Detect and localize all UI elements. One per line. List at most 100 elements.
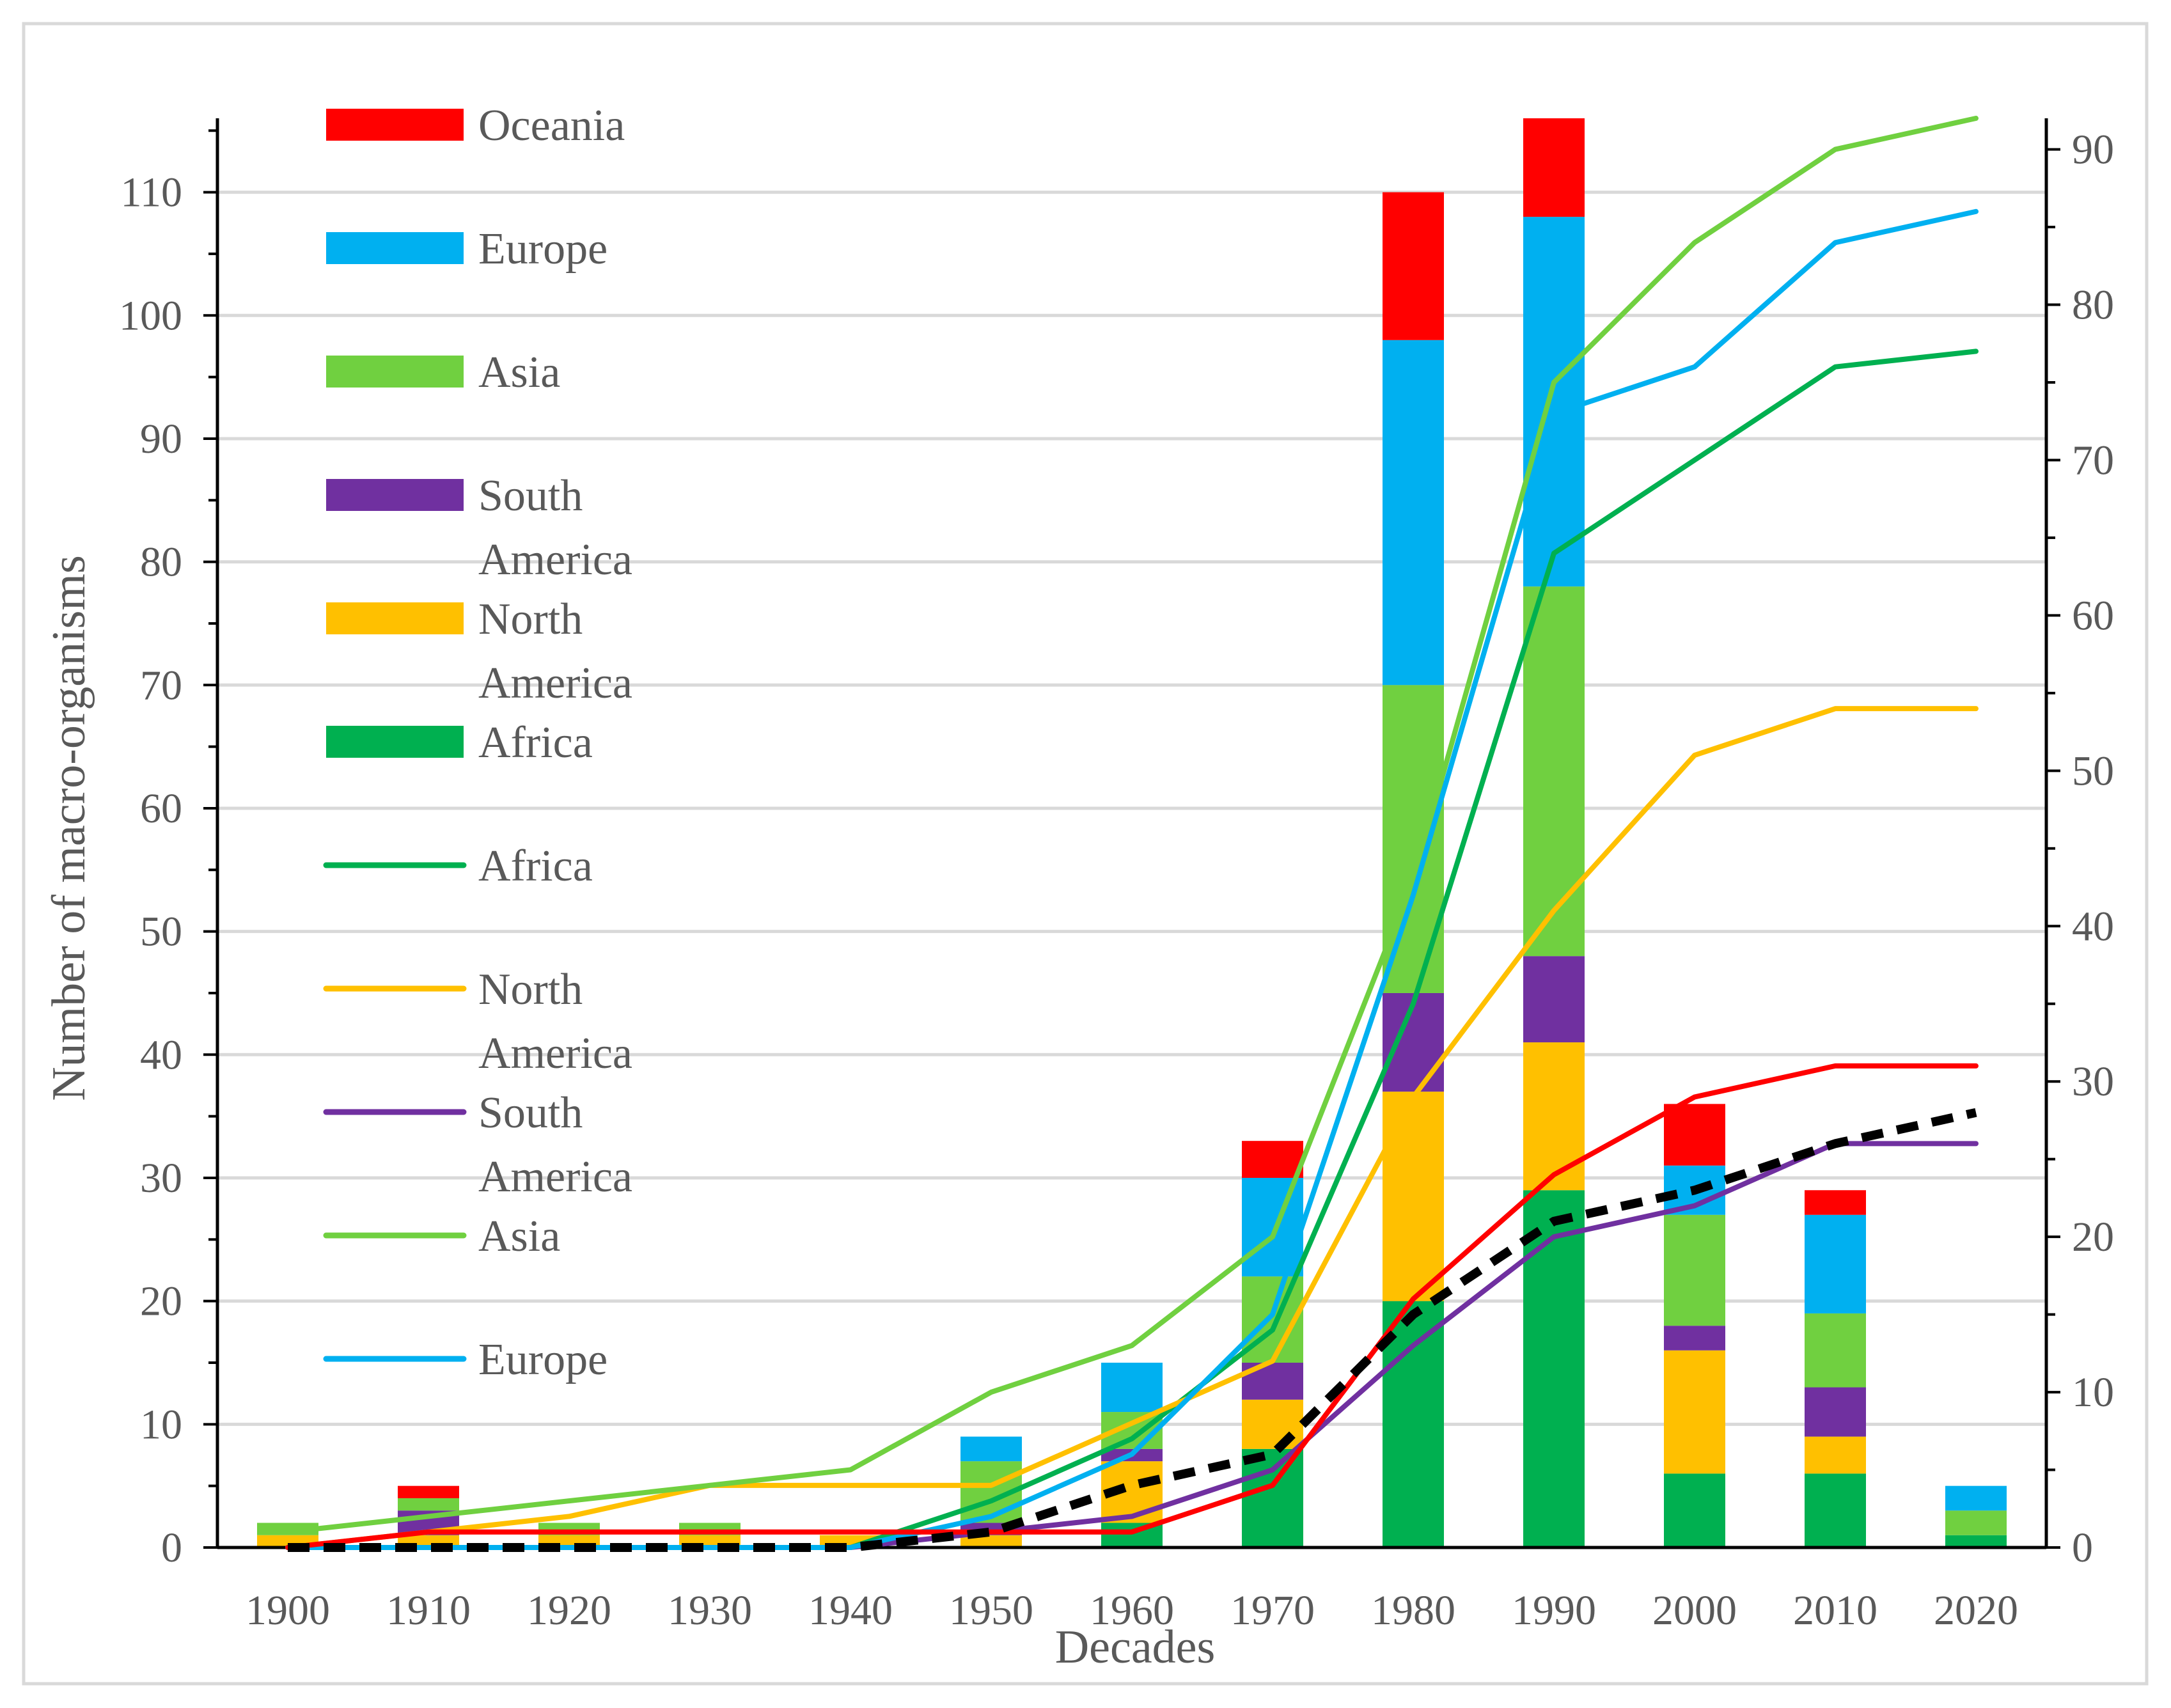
legend-swatch-bar-africa — [326, 726, 464, 758]
legend-label-bar-europe: Europe — [478, 224, 607, 274]
bar-2000-oceania — [1664, 1104, 1725, 1166]
bar-2010-oceania — [1805, 1190, 1866, 1215]
y-tick-label-left: 70 — [140, 662, 182, 709]
legend-label-line-south-america: America — [478, 1152, 632, 1202]
tick-labels: 0 10 20 30 40 50 60 70 80 90 100 110 0 10 20 30 40 50 60 70… — [119, 127, 2114, 1634]
bar-2020-africa — [1945, 1535, 2007, 1547]
bar-1980-oceania — [1383, 192, 1444, 340]
x-tick-label-1960: 1960 — [1090, 1587, 1174, 1634]
bar-1990-africa — [1523, 1190, 1585, 1547]
bar-1960-europe — [1101, 1362, 1163, 1413]
y-tick-label-left: 20 — [140, 1278, 182, 1325]
x-tick-label-1910: 1910 — [386, 1587, 471, 1634]
axes — [203, 118, 2060, 1549]
line-europe — [285, 208, 1979, 1550]
y-tick-label-left: 40 — [140, 1031, 182, 1078]
legend-label-bar-oceania: Oceania — [478, 101, 625, 150]
legend-label-line-north-america: America — [478, 1029, 632, 1078]
bar-1910-oceania — [398, 1485, 459, 1498]
bar-2000-africa — [1664, 1473, 1725, 1547]
chart-frame — [22, 22, 2149, 1686]
bar-1950-north-america — [960, 1535, 1022, 1547]
bar-1990-south-america — [1523, 956, 1585, 1043]
legend-swatch-bar-north-america — [326, 602, 464, 634]
line-asia — [285, 116, 1979, 1535]
y-tick-label-right: 50 — [2072, 748, 2114, 794]
bar-2000-south-america — [1664, 1326, 1725, 1351]
legend-swatch-bar-europe — [326, 232, 464, 264]
x-tick-label-2010: 2010 — [1793, 1587, 1877, 1634]
x-tick-label-1920: 1920 — [527, 1587, 611, 1634]
x-tick-label-1940: 1940 — [808, 1587, 893, 1634]
x-tick-label-1900: 1900 — [246, 1587, 330, 1634]
bar-2010-europe — [1805, 1214, 1866, 1313]
y-tick-label-right: 80 — [2072, 282, 2114, 329]
bar-series — [257, 118, 2007, 1547]
legend-swatch-bar-south-america — [326, 479, 464, 511]
bar-1990-north-america — [1523, 1042, 1585, 1191]
y-axis-title: Number of macro-organisms — [43, 555, 95, 1101]
legend-label-line-africa: Africa — [478, 842, 593, 891]
bar-1970-europe — [1242, 1177, 1303, 1277]
line-total — [288, 1108, 1977, 1552]
x-tick-label-2020: 2020 — [1934, 1587, 2018, 1634]
bar-1980-africa — [1383, 1301, 1444, 1547]
bar-2000-north-america — [1664, 1350, 1725, 1474]
x-tick-label-2000: 2000 — [1652, 1587, 1737, 1634]
legend-label-line-north-america: North — [478, 965, 583, 1014]
bar-2020-europe — [1945, 1485, 2007, 1511]
x-tick-label-1970: 1970 — [1230, 1587, 1315, 1634]
x-tick-label-1950: 1950 — [949, 1587, 1033, 1634]
y-tick-label-left: 90 — [140, 416, 182, 462]
y-tick-label-right: 0 — [2072, 1524, 2093, 1571]
bar-1970-africa — [1242, 1448, 1303, 1547]
y-tick-label-left: 80 — [140, 539, 182, 586]
y-tick-label-left: 60 — [140, 785, 182, 832]
bar-2000-asia — [1664, 1214, 1725, 1326]
bar-1990-oceania — [1523, 118, 1585, 217]
bar-1980-asia — [1383, 685, 1444, 993]
bar-1910-asia — [398, 1498, 459, 1511]
y-tick-label-left: 50 — [140, 909, 182, 955]
bar-2010-africa — [1805, 1473, 1866, 1547]
legend-label-bar-north-america: America — [478, 659, 632, 708]
legend-swatch-bar-oceania — [326, 109, 464, 141]
bar-2020-asia — [1945, 1510, 2007, 1535]
bar-2010-asia — [1805, 1313, 1866, 1388]
y-tick-label-right: 90 — [2072, 127, 2114, 173]
legend-label-bar-asia: Asia — [478, 348, 560, 397]
y-tick-label-right: 40 — [2072, 903, 2114, 950]
bar-1950-europe — [960, 1436, 1022, 1462]
bar-2010-south-america — [1805, 1387, 1866, 1437]
bar-1970-north-america — [1242, 1399, 1303, 1449]
bar-1990-europe — [1523, 217, 1585, 587]
x-axis-title: Decades — [1055, 1621, 1216, 1673]
x-tick-label-1930: 1930 — [668, 1587, 752, 1634]
y-tick-label-left: 110 — [120, 169, 182, 216]
y-tick-label-left: 100 — [119, 292, 182, 339]
bar-1970-oceania — [1242, 1141, 1303, 1178]
legend-label-line-south-america: South — [478, 1088, 583, 1138]
y-tick-label-right: 30 — [2072, 1058, 2114, 1105]
legend-swatch-bar-asia — [326, 356, 464, 388]
bar-1980-north-america — [1383, 1092, 1444, 1301]
line-north-america — [285, 706, 1979, 1550]
y-tick-label-left: 30 — [140, 1155, 182, 1202]
bar-1990-asia — [1523, 586, 1585, 957]
y-tick-label-left: 0 — [161, 1524, 182, 1571]
legend-label-line-europe: Europe — [478, 1335, 607, 1384]
y-tick-label-right: 70 — [2072, 437, 2114, 483]
line-series — [285, 116, 1979, 1552]
bar-1980-europe — [1383, 340, 1444, 686]
legend-label-bar-south-america: South — [478, 471, 583, 521]
x-tick-label-1990: 1990 — [1512, 1587, 1596, 1634]
legend-label-bar-africa: Africa — [478, 718, 593, 767]
bar-2010-north-america — [1805, 1436, 1866, 1474]
x-tick-label-1980: 1980 — [1371, 1587, 1455, 1634]
legend-label-bar-south-america: America — [478, 535, 632, 584]
y-tick-label-right: 60 — [2072, 592, 2114, 639]
gridlines — [217, 191, 2046, 1426]
legend-label-bar-north-america: North — [478, 595, 583, 644]
y-tick-label-left: 10 — [140, 1401, 182, 1448]
